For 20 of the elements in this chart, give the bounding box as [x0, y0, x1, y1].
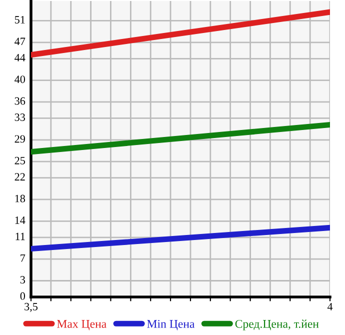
- x-tick-label: 3,5: [24, 302, 38, 312]
- y-tick-label: 33: [14, 114, 26, 122]
- y-tick-label: 47: [14, 38, 26, 46]
- y-tick-label: 36: [14, 97, 26, 105]
- y-tick-label: 40: [14, 76, 26, 84]
- y-tick-label: 44: [14, 54, 26, 62]
- y-tick-label: 51: [14, 16, 25, 24]
- legend-label: Сред.Цена, т.йен: [235, 320, 319, 330]
- y-tick-label: 7: [20, 254, 26, 262]
- y-tick-label: 29: [14, 135, 25, 143]
- y-tick-label: 25: [14, 156, 26, 164]
- legend-label: Max Цена: [57, 320, 106, 330]
- y-tick-label: 0: [20, 292, 26, 300]
- y-tick-label: 3: [20, 276, 26, 284]
- y-tick-label: 14: [15, 216, 26, 224]
- y-tick-label: 18: [15, 194, 26, 202]
- x-tick-label: 4: [327, 302, 333, 310]
- y-tick-label: 22: [14, 173, 25, 180]
- legend-label: Min Цена: [147, 320, 195, 330]
- y-tick-label: 11: [16, 232, 25, 240]
